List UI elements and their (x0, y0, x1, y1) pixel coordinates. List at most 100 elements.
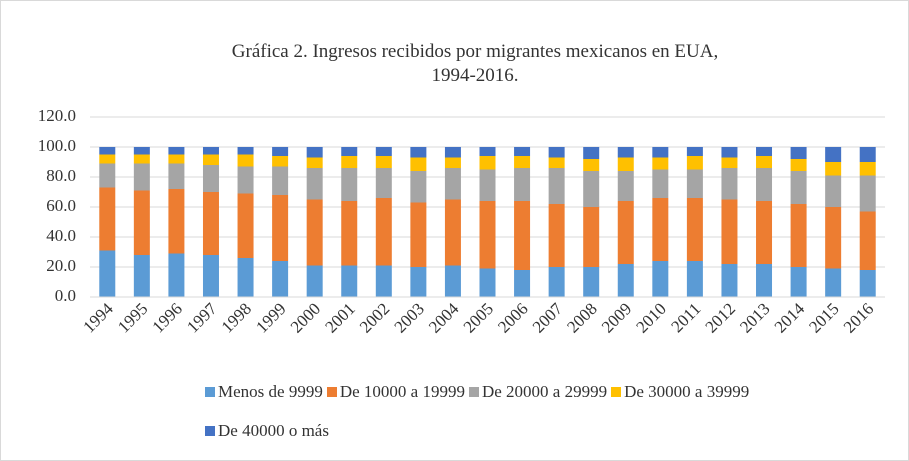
bar-segment (272, 156, 289, 167)
x-tick-label: 2012 (702, 299, 739, 336)
bar-segment (341, 201, 358, 266)
bar-segment (341, 147, 358, 156)
bar-segment (721, 264, 738, 297)
bar-segment (721, 199, 738, 264)
bar-segment (479, 201, 496, 269)
bar-segment (306, 147, 323, 158)
bar-segment (825, 175, 842, 207)
bar-segment (756, 156, 773, 168)
x-tick-label: 2002 (356, 299, 393, 336)
bar-segment (99, 154, 116, 164)
bar-segment (617, 264, 634, 297)
y-tick-label: 20.0 (46, 256, 76, 275)
bar-segment (859, 175, 876, 212)
bar-segment (375, 198, 392, 266)
bar-segment (583, 207, 600, 267)
bar-segment (237, 154, 254, 167)
bar-segment (514, 147, 531, 156)
legend: Menos de 9999 De 10000 a 19999 De 20000 a … (205, 382, 765, 441)
bar-segment (583, 147, 600, 159)
x-tick-label: 2005 (460, 299, 497, 336)
bar-segment (652, 169, 669, 198)
bar-segment (99, 147, 116, 155)
bar-segment (306, 265, 323, 297)
y-tick-label: 100.0 (38, 136, 76, 155)
bar-segment (617, 157, 634, 171)
bar-segment (479, 147, 496, 156)
bar-segment (617, 171, 634, 201)
bar-segment (168, 147, 185, 155)
bar-segment (341, 265, 358, 297)
x-tick-label: 2014 (771, 299, 809, 337)
bar-segment (133, 255, 150, 297)
bar-segment (583, 171, 600, 207)
x-tick-label: 2016 (840, 299, 877, 336)
bar-segment (686, 147, 703, 156)
bar-segment (790, 204, 807, 267)
bar-segment (306, 157, 323, 168)
y-tick-label: 0.0 (55, 286, 76, 305)
bar-segment (133, 163, 150, 191)
bar-segment (444, 265, 461, 297)
y-tick-label: 40.0 (46, 226, 76, 245)
bar-segment (548, 168, 565, 204)
bar-segment (790, 147, 807, 159)
legend-label: Menos de 9999 (218, 382, 323, 401)
bar-segment (237, 258, 254, 297)
bar-segment (686, 169, 703, 198)
bar-segment (756, 201, 773, 264)
bar-segment (272, 261, 289, 297)
x-tick-label: 2008 (563, 299, 600, 336)
bar-segment (652, 261, 669, 297)
y-tick-label: 60.0 (46, 196, 76, 215)
bar-segment (652, 198, 669, 261)
bar-segment (237, 193, 254, 258)
bar-segment (790, 159, 807, 171)
bar-segment (375, 265, 392, 297)
legend-swatch (205, 426, 215, 436)
legend-swatch (326, 387, 337, 397)
bar-segment (202, 165, 219, 192)
x-tick-label: 2003 (390, 299, 427, 336)
bar-segment (168, 154, 185, 164)
x-tick-label: 2010 (632, 299, 669, 336)
bar-segment (375, 147, 392, 156)
legend-item: Menos de 9999 (205, 382, 323, 402)
legend-item: De 40000 o más (205, 421, 329, 441)
x-tick-label: 1996 (149, 299, 186, 336)
bar-segment (168, 163, 185, 189)
bar-segment (133, 190, 150, 255)
bar-segment (686, 198, 703, 261)
x-tick-label: 2000 (287, 299, 324, 336)
bar-segment (133, 154, 150, 164)
bar-segment (202, 147, 219, 155)
bar-segment (410, 147, 427, 158)
bar-segment (341, 168, 358, 201)
bar-segment (306, 168, 323, 200)
bar-segment (790, 267, 807, 297)
bar-segment (99, 163, 116, 188)
bar-segment (859, 270, 876, 297)
bar-segment (721, 147, 738, 158)
bar-segment (825, 162, 842, 176)
bar-segment (375, 156, 392, 168)
x-tick-label: 1997 (183, 299, 221, 337)
legend-item: De 30000 a 39999 (611, 382, 749, 402)
bar-segment (756, 147, 773, 156)
bar-segment (825, 207, 842, 269)
legend-label: De 20000 a 29999 (481, 382, 608, 401)
bar-segment (410, 202, 427, 267)
bar-segment (479, 156, 496, 170)
bar-segment (721, 168, 738, 200)
chart-title: Gráfica 2. Ingresos recibidos por migran… (231, 41, 719, 86)
legend-label: De 10000 a 19999 (339, 382, 465, 401)
bar-segment (859, 162, 876, 176)
bar-segment (202, 154, 219, 165)
x-tick-label: 1998 (218, 299, 255, 336)
x-tick-label: 2001 (321, 299, 358, 336)
bar-segment (479, 169, 496, 201)
bar-segment (202, 192, 219, 255)
bar-segment (272, 166, 289, 195)
bar-segment (721, 157, 738, 168)
